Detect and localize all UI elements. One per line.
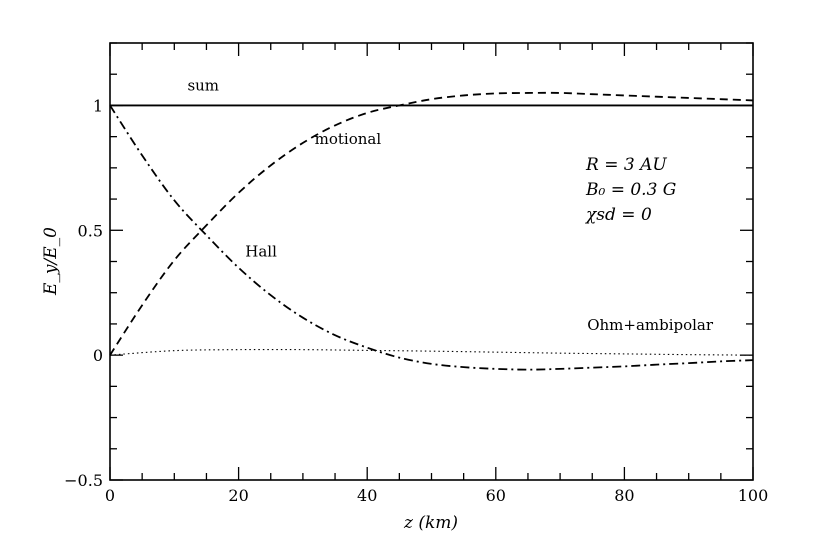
curve-label-sum: sum [187,76,219,94]
series-line-hall [109,104,754,371]
x-tick-label: 80 [614,486,634,505]
ticks-layer [109,42,754,481]
plot-frame [109,42,754,481]
y-tick-label: 0.5 [78,221,103,240]
x-tick-label: 20 [228,486,248,505]
series-line-motional [109,91,754,356]
y-axis-label: E_y/E_0 [41,227,61,296]
curve-label-motional: motional [315,130,382,148]
param-field: B₀ = 0.3 G [585,180,676,200]
param-radius: R = 3 AU [585,155,667,175]
curve-labels-layer: sum motional Hall Ohm+ambipolar [187,76,713,334]
param-chi: χsd = 0 [585,205,652,225]
x-tick-label: 40 [357,486,377,505]
series-line-ohm-ambipolar [109,348,754,356]
parameter-annotations: R = 3 AU B₀ = 0.3 G χsd = 0 [585,155,676,225]
y-tick-label: 0 [93,346,103,365]
tick-labels-layer: 0 20 40 60 80 100−0.500.51 [64,96,768,505]
curves-layer [109,91,754,371]
x-axis-label: z (km) [403,513,458,533]
x-tick-label: 60 [486,486,506,505]
y-tick-label: 1 [93,96,103,115]
curve-label-ohm-ambipolar: Ohm+ambipolar [587,316,714,334]
x-tick-label: 100 [738,486,769,505]
y-tick-label: −0.5 [64,471,103,490]
x-tick-label: 0 [105,486,115,505]
curve-label-hall: Hall [245,243,277,261]
